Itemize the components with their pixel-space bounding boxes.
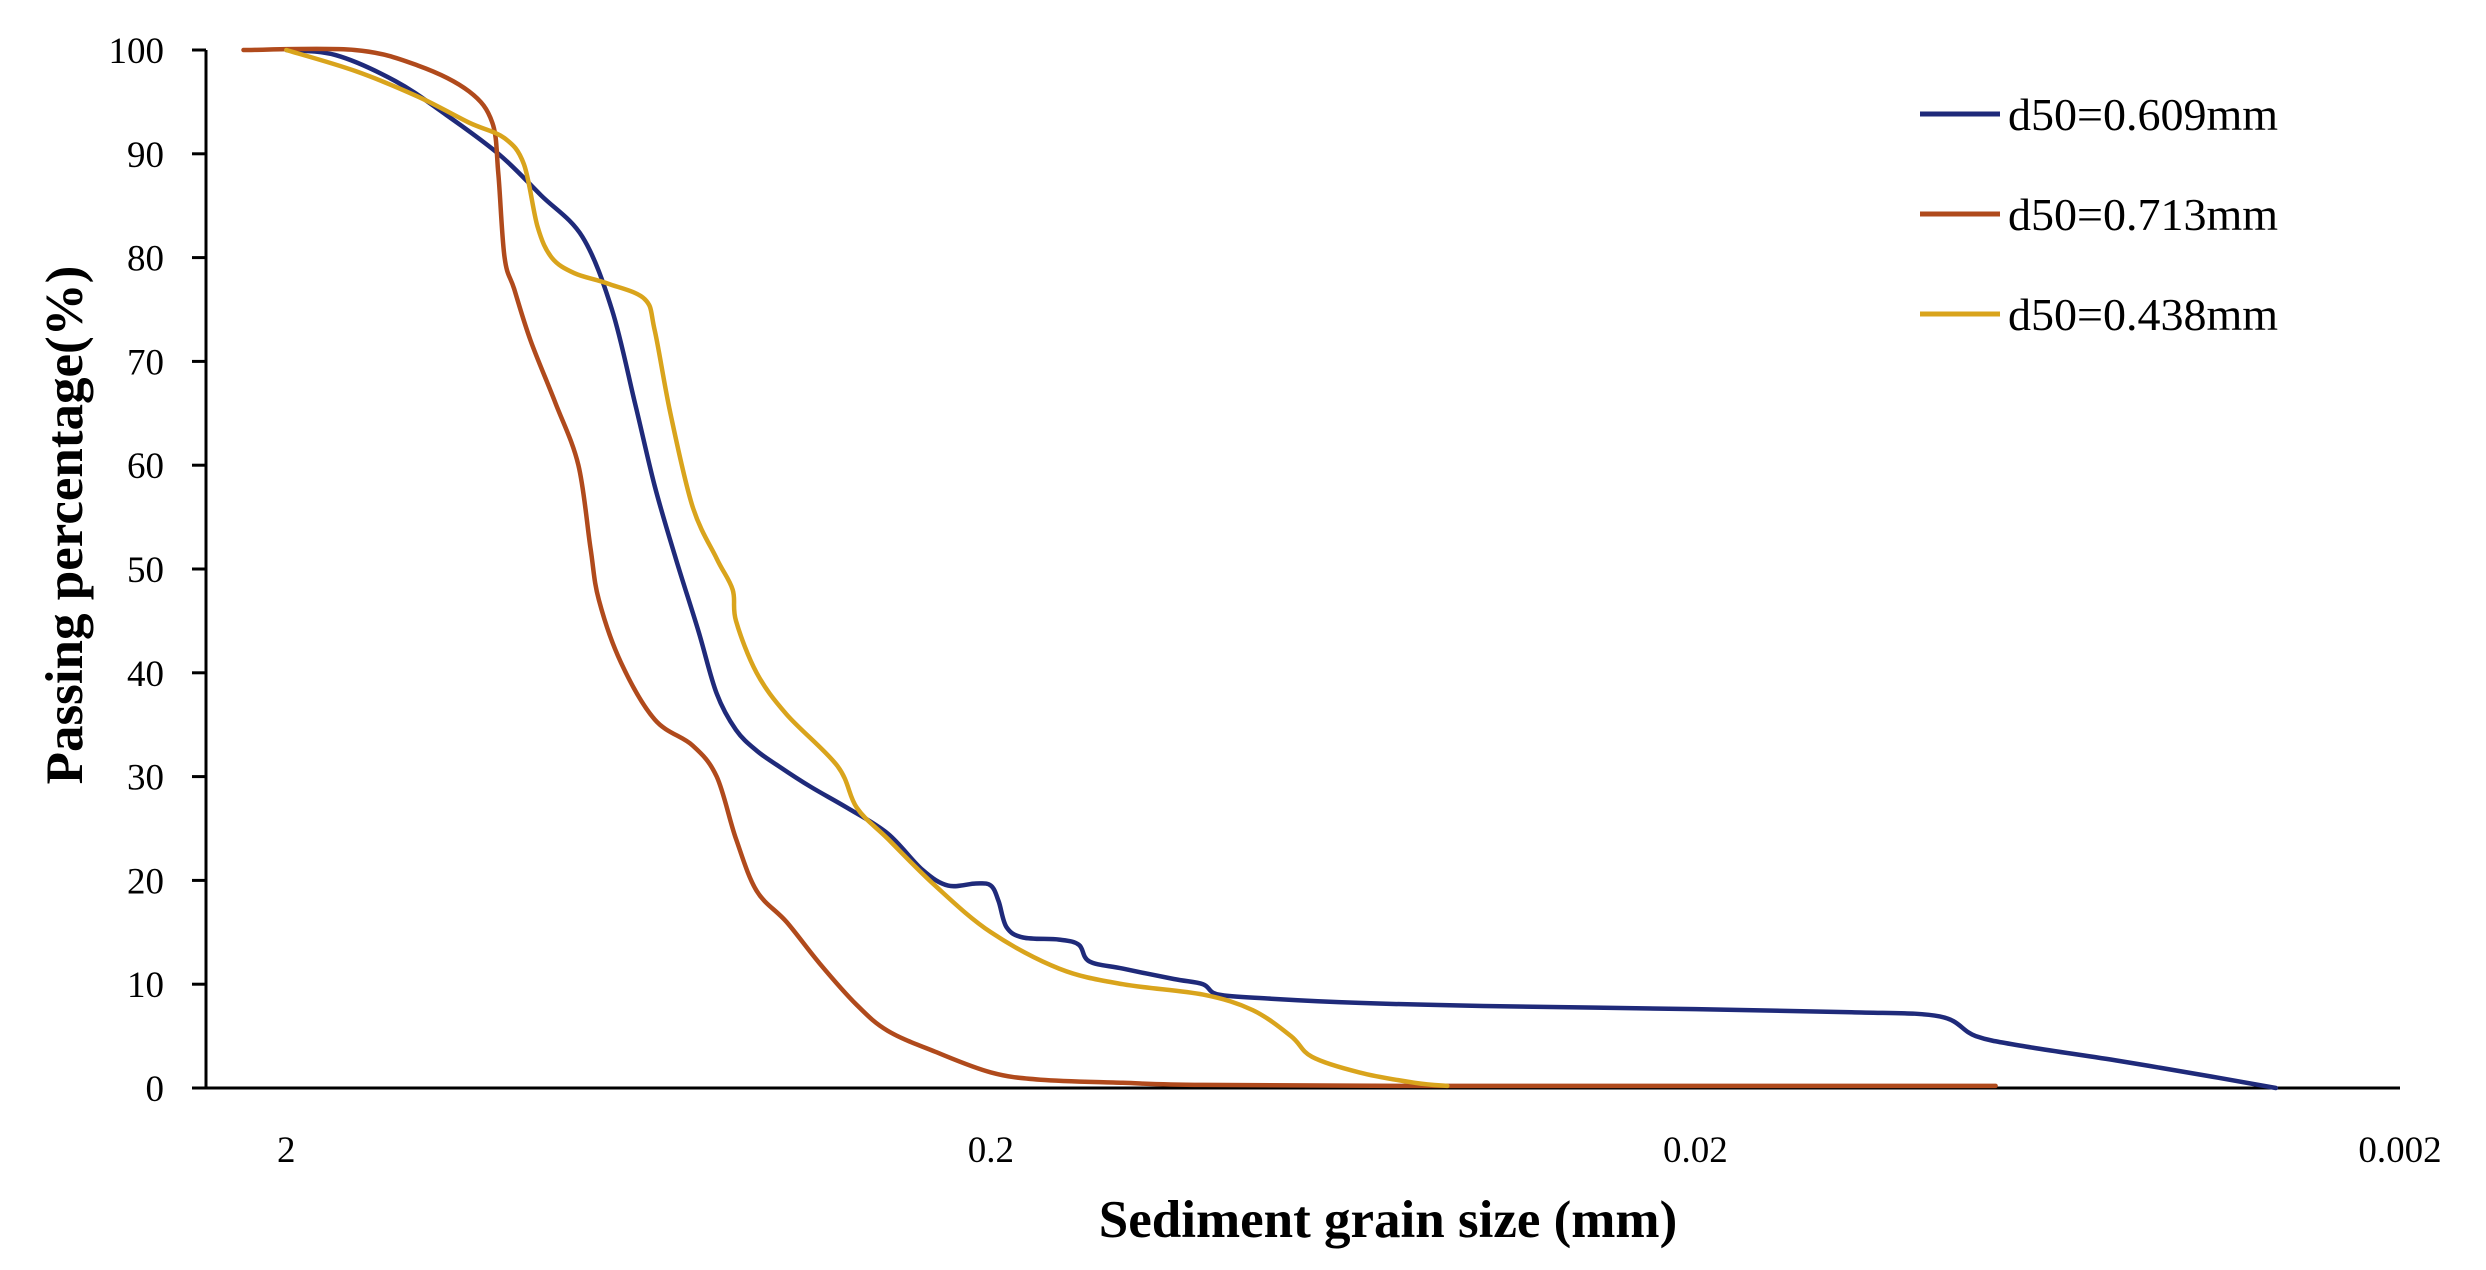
y-tick-label: 50 <box>127 550 164 591</box>
y-tick-label: 100 <box>109 31 165 72</box>
y-tick-label: 60 <box>127 446 164 487</box>
axes: 0 10 20 30 40 50 60 70 80 90 100 2 0.2 0.02 0.002 <box>109 31 2442 1171</box>
series-line-3 <box>284 47 1450 1089</box>
y-tick-label: 70 <box>127 342 164 383</box>
series-lines <box>241 46 2279 1091</box>
y-tick-label: 40 <box>127 654 164 695</box>
x-axis-title: Sediment grain size (mm) <box>1099 1191 1677 1249</box>
x-tick-label: 0.02 <box>1663 1130 1728 1171</box>
legend-label-2: d50=0.713mm <box>2008 189 2278 240</box>
y-tick-label: 20 <box>127 861 164 902</box>
legend-label-3: d50=0.438mm <box>2008 289 2278 340</box>
x-tick-label: 2 <box>277 1130 296 1171</box>
x-tick-label: 0.002 <box>2358 1130 2441 1171</box>
series-line-2 <box>241 46 1998 1089</box>
y-tick-label: 90 <box>127 135 164 176</box>
x-tick-label: 0.2 <box>968 1130 1014 1171</box>
y-axis-title: Passing percentage(%) <box>36 266 94 785</box>
legend: d50=0.609mm d50=0.713mm d50=0.438mm <box>1920 89 2278 340</box>
series-line-1 <box>284 47 2279 1091</box>
legend-label-1: d50=0.609mm <box>2008 89 2278 140</box>
y-tick-label: 80 <box>127 239 164 280</box>
y-tick-label: 30 <box>127 758 164 799</box>
y-tick-label: 10 <box>127 965 164 1006</box>
y-tick-label: 0 <box>146 1069 165 1110</box>
